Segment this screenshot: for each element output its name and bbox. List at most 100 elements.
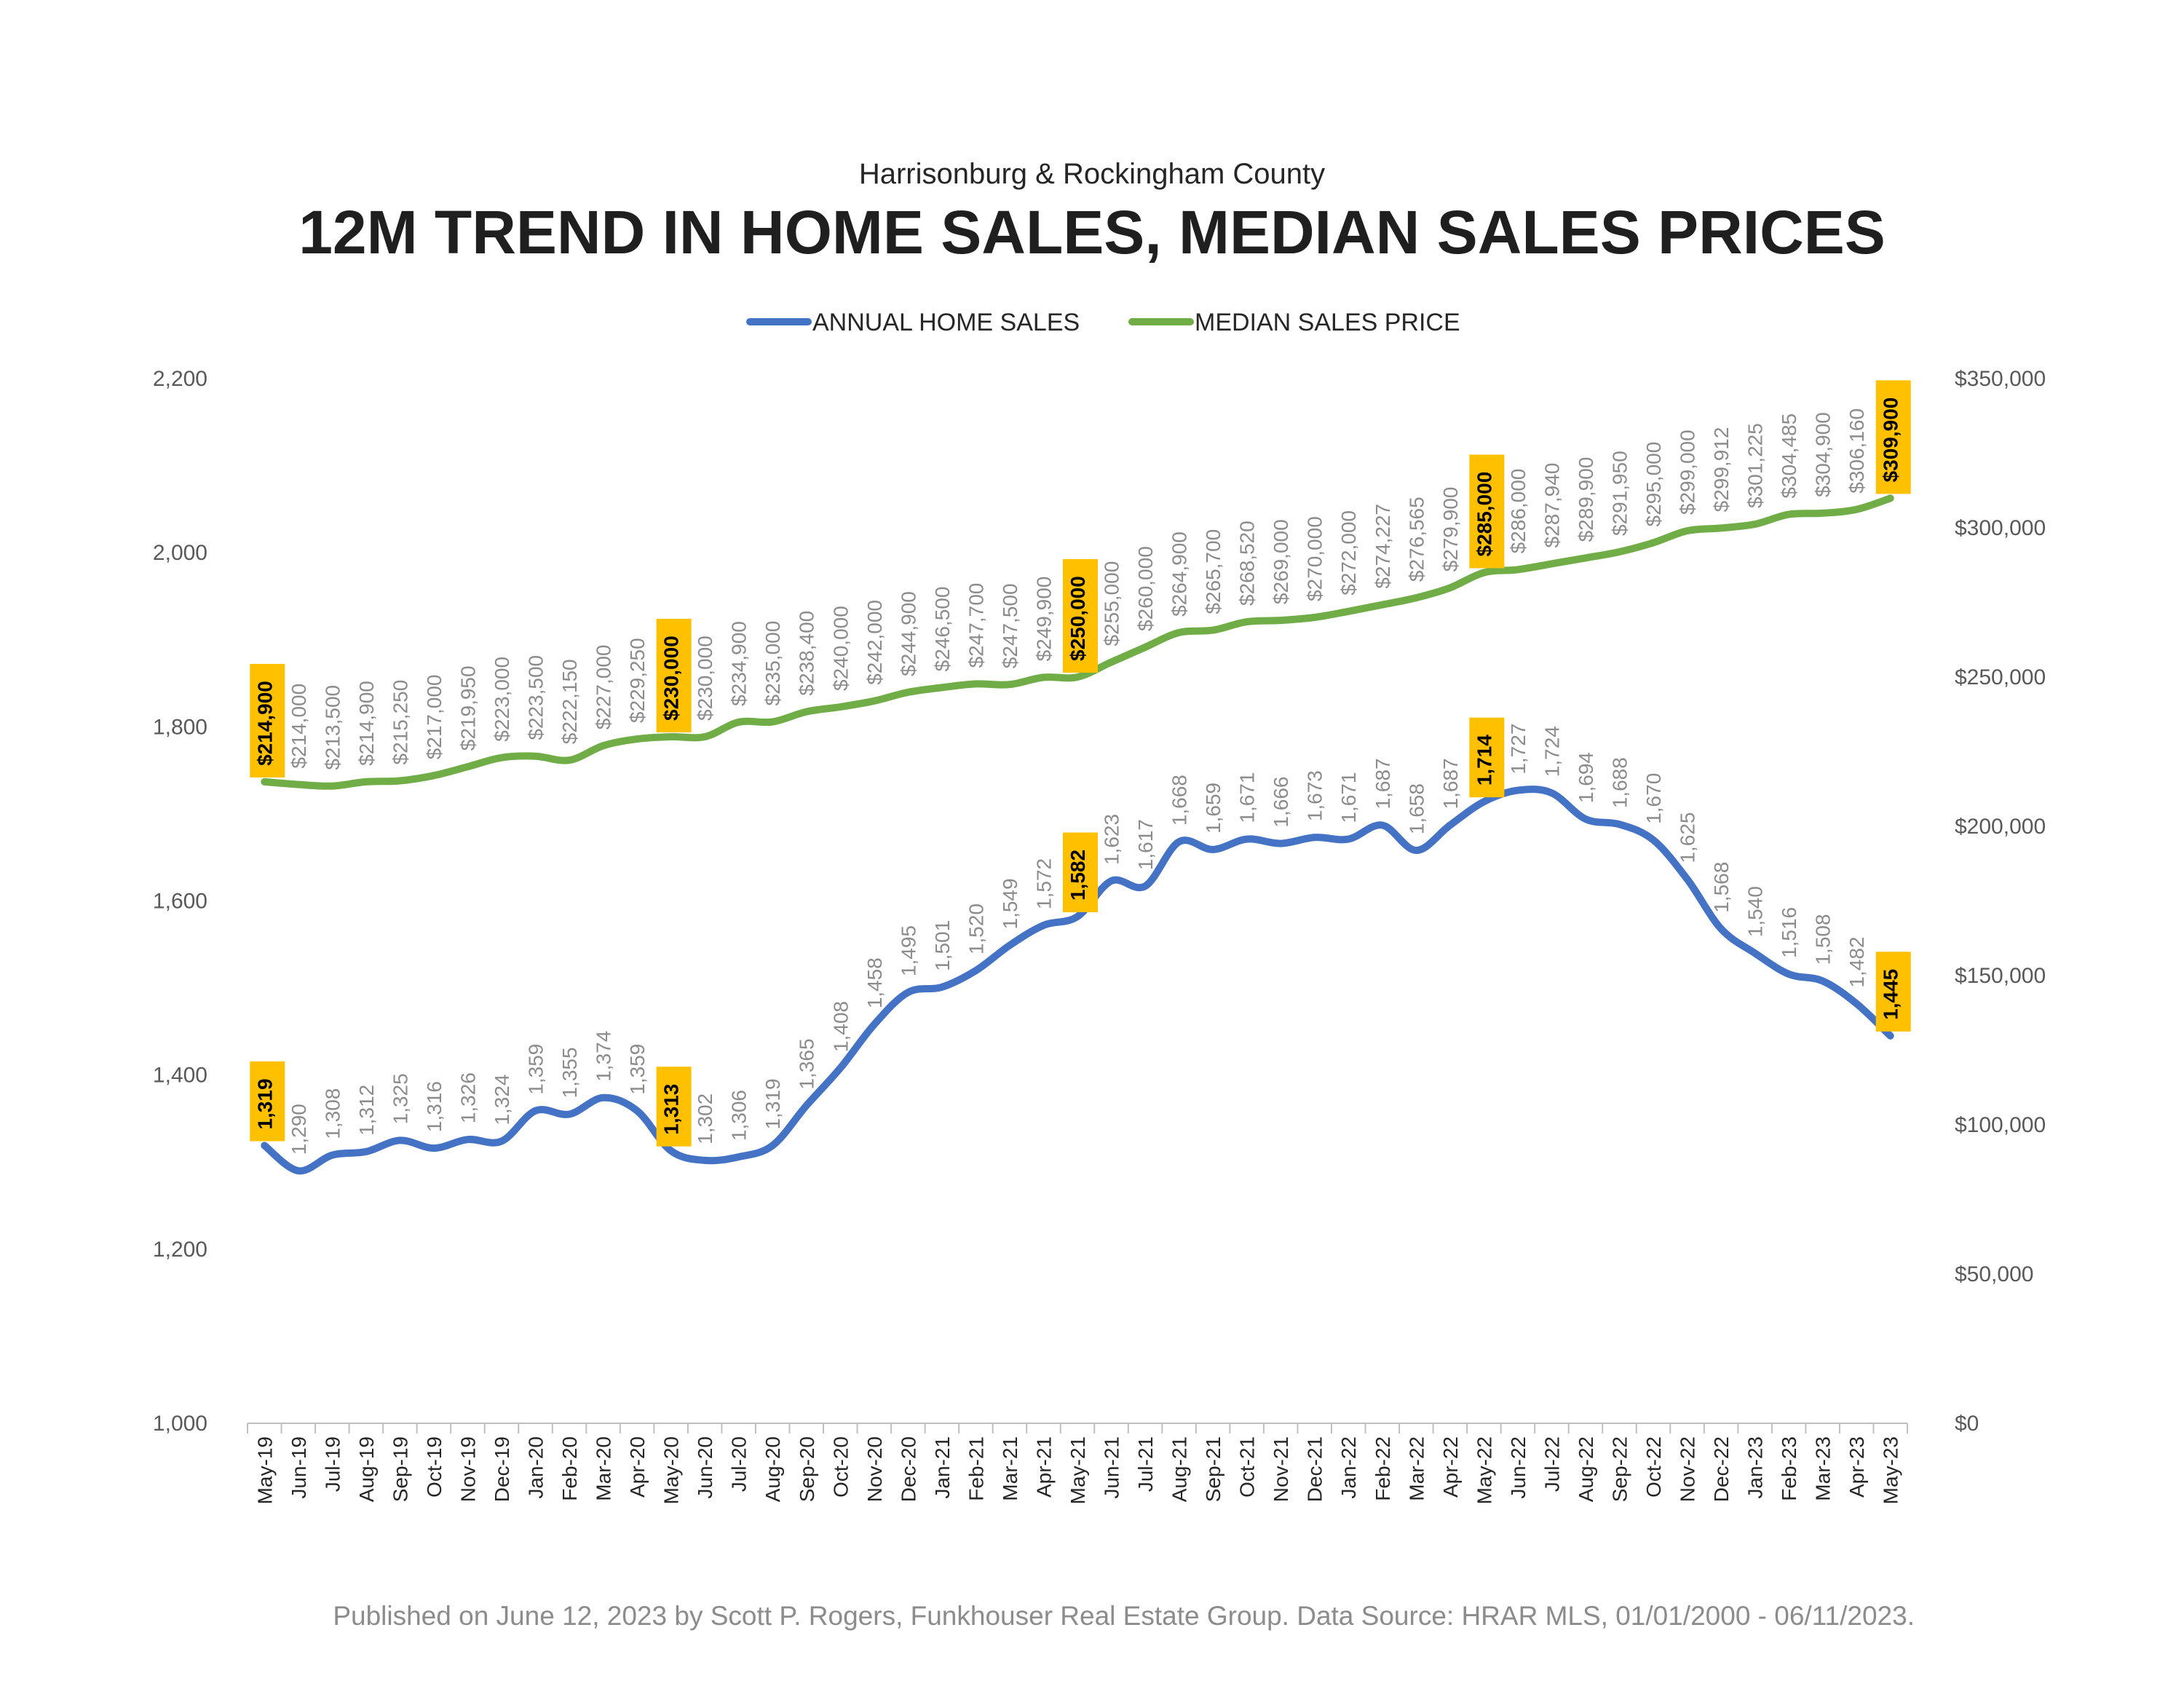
price-point (331, 784, 334, 788)
right-axis-tick-label: $300,000 (1955, 516, 2046, 540)
price-data-label: $244,900 (897, 591, 919, 676)
price-point (1415, 596, 1418, 600)
price-label-highlight (1063, 559, 1098, 673)
sales-point (1279, 842, 1283, 845)
price-label-highlight (250, 663, 285, 778)
x-axis-tick-label: Jun-19 (288, 1436, 310, 1499)
sales-data-label: 1,355 (558, 1047, 581, 1098)
sales-data-label: 1,302 (694, 1093, 716, 1144)
sales-label-highlight (250, 1061, 285, 1142)
sales-data-label: 1,688 (1608, 757, 1631, 808)
sales-point (1550, 791, 1554, 795)
sales-label-highlight (1469, 717, 1505, 798)
price-data-label: $260,000 (1134, 546, 1157, 631)
price-point (1313, 616, 1316, 619)
sales-label-highlight (1875, 952, 1911, 1032)
price-data-label: $268,520 (1236, 521, 1259, 606)
price-data-label: $270,000 (1304, 516, 1326, 601)
sales-point (398, 1139, 402, 1142)
x-axis-tick-label: Sep-20 (796, 1436, 818, 1502)
x-axis-tick-label: Sep-22 (1608, 1436, 1631, 1502)
price-data-label: $227,000 (593, 645, 615, 730)
sales-data-label: 1,666 (1270, 776, 1292, 827)
sales-data-label: 1,290 (288, 1104, 310, 1155)
sales-point (804, 1104, 808, 1107)
sales-data-label: 1,670 (1642, 773, 1665, 824)
sales-point (1787, 972, 1791, 976)
price-point (1279, 619, 1283, 622)
price-point (1720, 526, 1723, 530)
sales-data-label: 1,549 (999, 878, 1021, 929)
sales-data-label: 1,326 (456, 1072, 479, 1123)
sales-point (703, 1158, 707, 1162)
price-data-label: $265,700 (1202, 529, 1224, 614)
left-axis-tick-label: 1,600 (153, 890, 207, 914)
x-axis-tick-label: Aug-22 (1575, 1436, 1597, 1502)
sales-point (1821, 979, 1824, 983)
price-point (906, 690, 910, 694)
sales-data-label: 1,582 (1067, 850, 1089, 901)
price-data-label: $287,940 (1540, 463, 1563, 548)
sales-point (636, 1109, 639, 1112)
price-data-label: $214,900 (355, 681, 378, 766)
x-axis-tick-label: Feb-21 (965, 1436, 987, 1501)
sales-data-label: 1,727 (1507, 724, 1530, 775)
sales-point (1211, 847, 1215, 851)
sales-data-label: 1,623 (1101, 814, 1123, 865)
price-data-label: $304,485 (1778, 414, 1800, 499)
price-point (1753, 522, 1757, 526)
sales-point (296, 1169, 300, 1173)
price-point (263, 780, 266, 783)
sales-point (1652, 838, 1655, 842)
price-data-label: $247,700 (965, 583, 987, 668)
x-axis-tick-label: Feb-20 (558, 1436, 581, 1501)
price-point (1482, 571, 1486, 574)
price-point (432, 774, 435, 778)
sales-data-label: 1,495 (897, 925, 919, 976)
price-data-label: $249,900 (1032, 577, 1055, 662)
x-axis-tick-label: Feb-23 (1778, 1436, 1800, 1501)
x-axis-tick-label: Jun-20 (694, 1436, 716, 1499)
price-point (1855, 507, 1859, 511)
sales-point (1888, 1034, 1892, 1037)
right-axis-tick-label: $0 (1955, 1412, 1979, 1436)
chart-subtitle: Harrisonburg & Rockingham County (859, 158, 1325, 190)
price-point (1076, 676, 1079, 679)
price-data-label: $242,000 (863, 600, 886, 685)
x-axis-tick-label: Dec-20 (897, 1436, 919, 1502)
x-axis-tick-label: May-20 (660, 1436, 683, 1504)
x-axis-tick-label: Nov-20 (863, 1436, 886, 1502)
price-data-label: $301,225 (1744, 423, 1767, 508)
sales-data-label: 1,508 (1812, 914, 1835, 965)
sales-point (1618, 823, 1621, 826)
sales-point (499, 1139, 503, 1143)
sales-point (1076, 915, 1079, 919)
price-point (804, 710, 808, 713)
x-axis-tick-label: Nov-22 (1677, 1436, 1699, 1502)
sales-point (1109, 879, 1113, 882)
x-axis-tick-label: Jul-20 (728, 1436, 751, 1492)
price-data-label: $230,000 (694, 636, 716, 721)
sales-data-label: 1,325 (389, 1073, 411, 1124)
sales-point (737, 1155, 740, 1159)
sales-point (1177, 840, 1181, 844)
price-point (839, 705, 842, 708)
price-data-label: $234,900 (728, 621, 751, 706)
sales-data-label: 1,572 (1032, 858, 1055, 909)
sales-data-label: 1,668 (1168, 775, 1191, 826)
price-data-label: $246,500 (931, 587, 954, 672)
left-axis-tick-label: 1,400 (153, 1064, 207, 1088)
price-point (1888, 497, 1892, 500)
price-data-label: $250,000 (1067, 576, 1089, 661)
left-axis-tick-label: 2,000 (153, 541, 207, 565)
sales-point (1482, 800, 1486, 804)
sales-point (331, 1153, 334, 1157)
x-axis-tick-label: Aug-20 (761, 1436, 784, 1502)
sales-data-label: 1,659 (1202, 783, 1224, 834)
sales-data-label: 1,625 (1677, 812, 1699, 863)
sales-point (1313, 836, 1316, 839)
legend-label-price: MEDIAN SALES PRICE (1195, 309, 1460, 336)
x-axis-tick-label: Dec-22 (1710, 1436, 1733, 1502)
sales-point (601, 1096, 605, 1099)
sales-point (1380, 823, 1384, 827)
